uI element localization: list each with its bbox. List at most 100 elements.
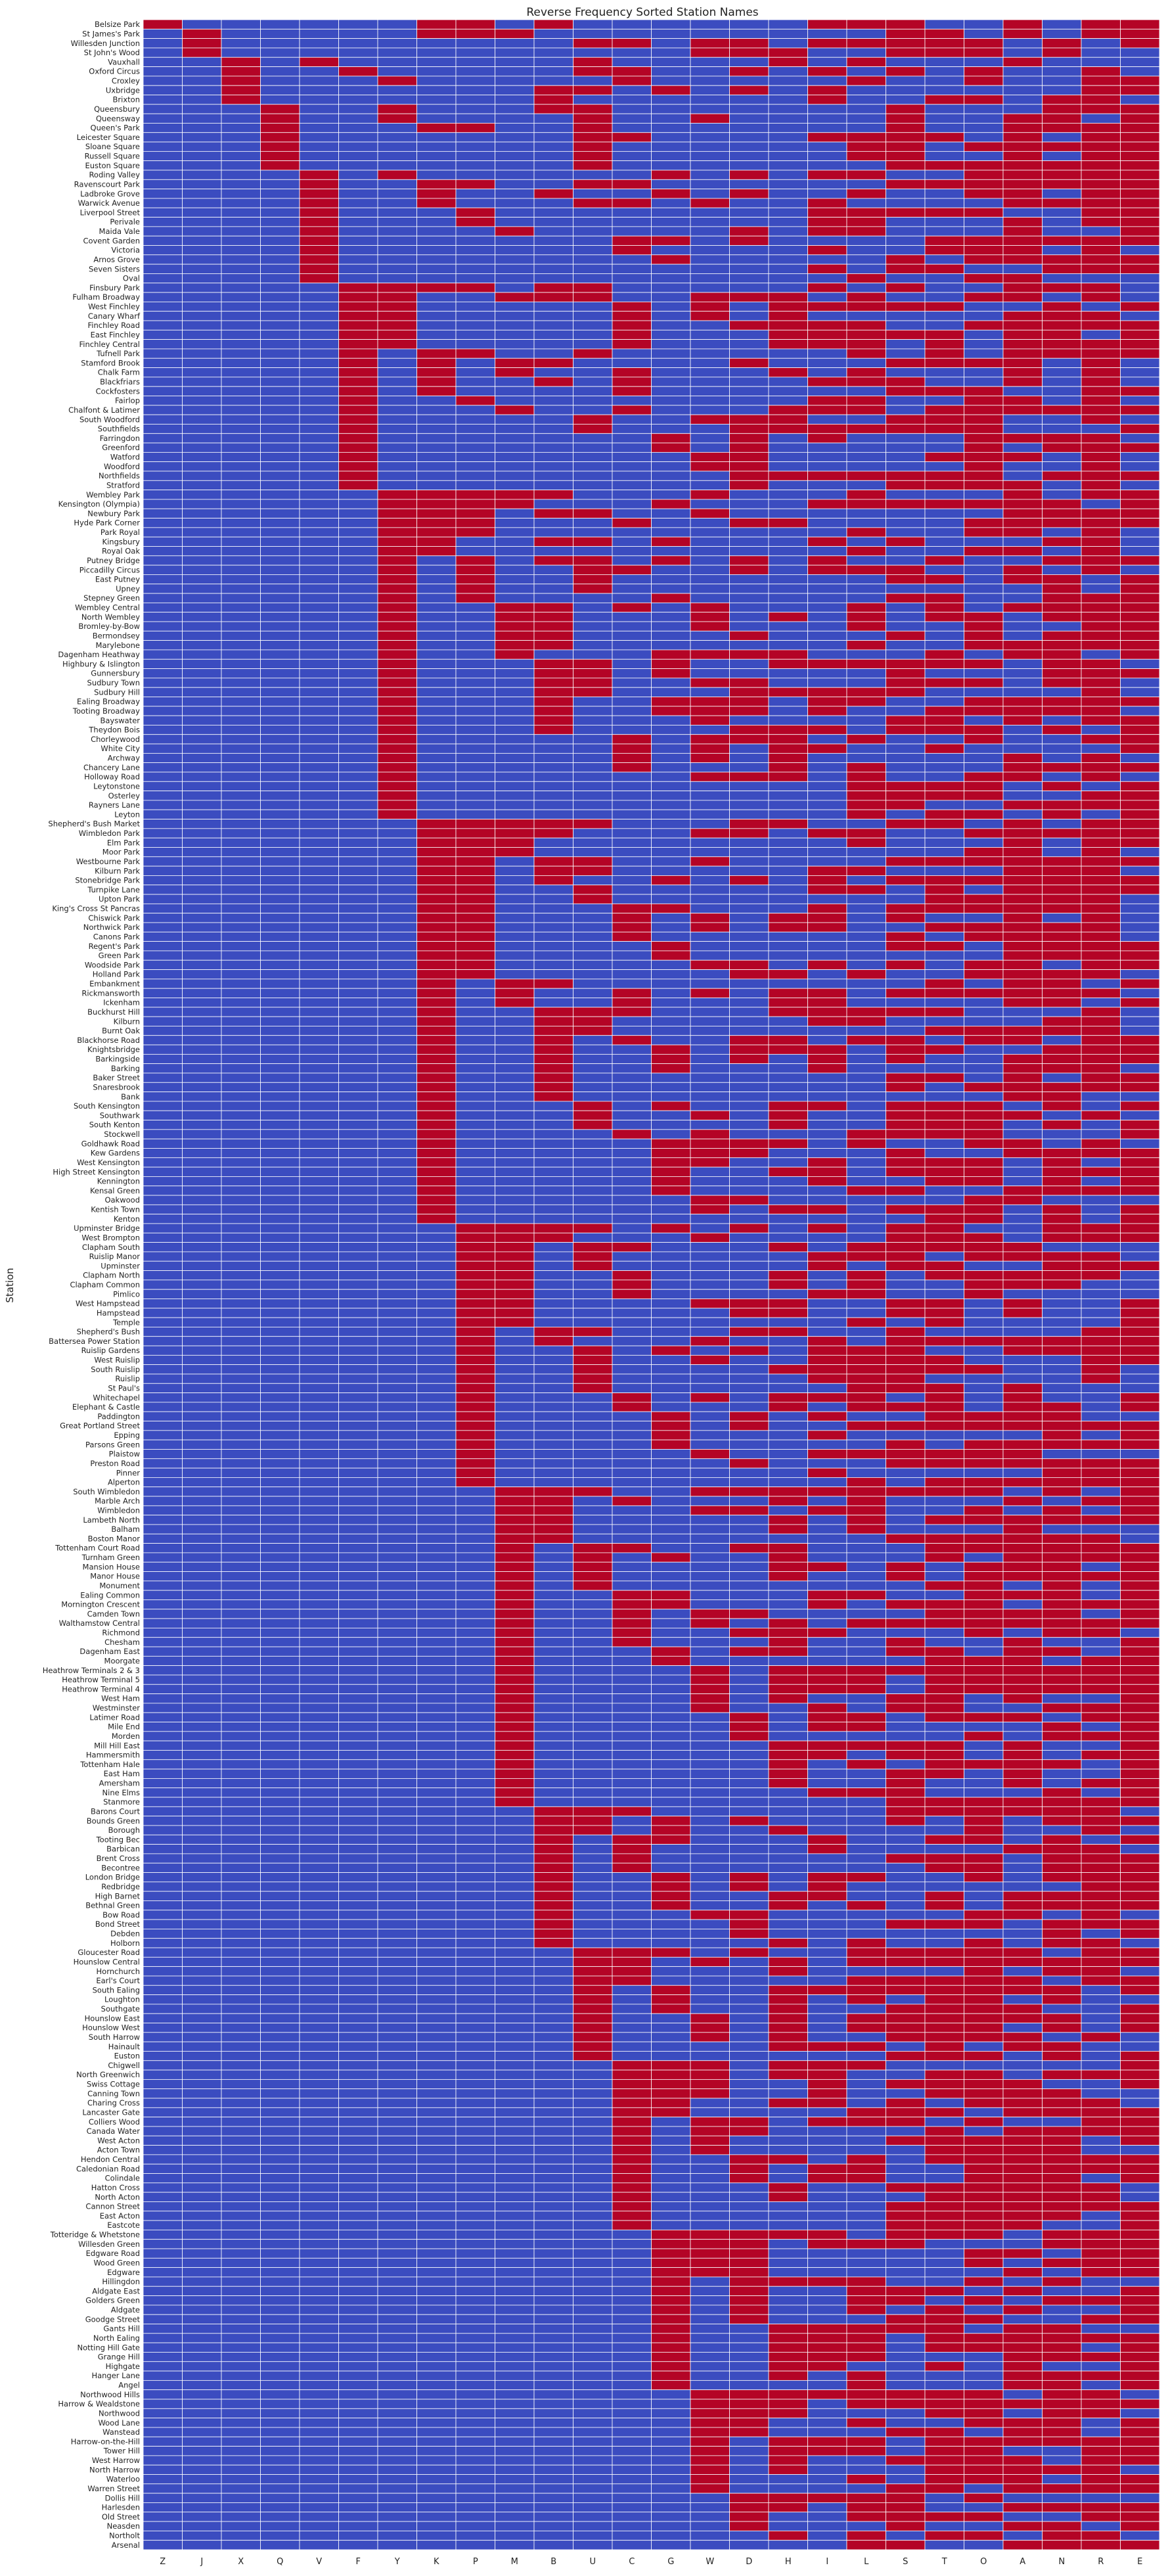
heatmap-cell [846, 847, 886, 858]
heatmap-cell [768, 123, 808, 133]
heatmap-cell [651, 743, 691, 754]
heatmap-cell [533, 1571, 573, 1582]
heatmap-cell [182, 697, 222, 707]
heatmap-cell [182, 546, 222, 557]
heatmap-cell [1002, 913, 1043, 923]
heatmap-cell [768, 433, 808, 444]
heatmap-cell [924, 1703, 964, 1713]
heatmap-cell [651, 668, 691, 679]
heatmap-cell [846, 1787, 886, 1798]
heatmap-cell [612, 1778, 652, 1789]
heatmap-cell [690, 1299, 730, 1309]
heatmap-cell [690, 1580, 730, 1591]
heatmap-cell [221, 1825, 261, 1835]
heatmap-cell [846, 856, 886, 867]
heatmap-cell [924, 508, 964, 518]
heatmap-cell [1042, 1044, 1082, 1055]
heatmap-cell [846, 837, 886, 848]
heatmap-cell [221, 781, 261, 792]
heatmap-cell [964, 527, 1004, 538]
heatmap-cell [651, 697, 691, 707]
heatmap-cell [182, 28, 222, 39]
heatmap-cell [846, 28, 886, 39]
heatmap-cell [495, 1148, 535, 1159]
heatmap-cell [807, 226, 847, 237]
heatmap-cell [924, 405, 964, 415]
heatmap-cell [886, 1515, 926, 1525]
heatmap-cell [495, 1336, 535, 1346]
heatmap-cell [495, 329, 535, 340]
heatmap-cell [807, 819, 847, 829]
heatmap-cell [221, 442, 261, 453]
heatmap-cell [651, 179, 691, 190]
heatmap-cell [1042, 1439, 1082, 1450]
heatmap-cell [143, 226, 183, 237]
heatmap-cell [690, 959, 730, 970]
heatmap-cell [1042, 856, 1082, 867]
heatmap-cell [416, 1703, 457, 1713]
heatmap-cell [690, 913, 730, 923]
heatmap-cell [416, 593, 457, 603]
heatmap-cell [651, 273, 691, 284]
heatmap-cell [690, 132, 730, 143]
heatmap-cell [377, 104, 417, 114]
heatmap-cell [846, 998, 886, 1008]
heatmap-cell [690, 1561, 730, 1572]
heatmap-cell [612, 1599, 652, 1610]
heatmap-cell [1081, 66, 1121, 77]
heatmap-cell [1002, 725, 1043, 735]
heatmap-cell [495, 217, 535, 227]
heatmap-cell [846, 311, 886, 321]
heatmap-cell [729, 292, 769, 302]
heatmap-cell [455, 913, 495, 923]
heatmap-cell [964, 1345, 1004, 1356]
heatmap-cell [886, 1345, 926, 1356]
heatmap-cell [338, 1561, 378, 1572]
heatmap-cell [807, 791, 847, 801]
heatmap-cell [377, 1364, 417, 1375]
heatmap-cell [299, 1138, 339, 1149]
heatmap-cell [533, 518, 573, 528]
heatmap-cell [377, 1270, 417, 1281]
heatmap-cell [768, 1148, 808, 1159]
heatmap-cell [651, 1627, 691, 1638]
heatmap-cell [1081, 658, 1121, 669]
heatmap-cell [964, 1016, 1004, 1026]
heatmap-cell [964, 311, 1004, 321]
heatmap-cell [1081, 1044, 1121, 1055]
heatmap-cell [886, 1533, 926, 1544]
heatmap-cell [768, 697, 808, 707]
heatmap-cell [1120, 1214, 1160, 1224]
heatmap-cell [143, 1345, 183, 1356]
heatmap-cell [143, 546, 183, 557]
heatmap-cell [651, 1402, 691, 1412]
heatmap-cell [182, 1026, 222, 1036]
heatmap-cell [455, 47, 495, 58]
heatmap-cell [182, 1044, 222, 1055]
heatmap-cell [1042, 668, 1082, 679]
heatmap-cell [533, 1138, 573, 1149]
heatmap-cell [1120, 189, 1160, 199]
heatmap-cell [651, 76, 691, 86]
heatmap-cell [416, 132, 457, 143]
heatmap-cell [221, 1110, 261, 1120]
heatmap-cell [1042, 150, 1082, 162]
heatmap-cell [221, 621, 261, 632]
heatmap-cell [416, 424, 457, 434]
heatmap-cell [768, 771, 808, 782]
heatmap-cell [182, 301, 222, 312]
heatmap-cell [416, 1383, 457, 1393]
heatmap-cell [260, 405, 300, 415]
heatmap-cell [690, 1016, 730, 1026]
heatmap-cell [377, 697, 417, 707]
heatmap-cell [964, 856, 1004, 867]
heatmap-cell [182, 649, 222, 660]
heatmap-cell [338, 998, 378, 1008]
heatmap-cell [221, 198, 261, 208]
heatmap-cell [143, 113, 183, 124]
heatmap-cell [924, 791, 964, 801]
heatmap-cell [338, 1270, 378, 1281]
heatmap-cell [455, 1120, 495, 1130]
heatmap-cell [807, 1289, 847, 1299]
heatmap-cell [416, 273, 457, 284]
